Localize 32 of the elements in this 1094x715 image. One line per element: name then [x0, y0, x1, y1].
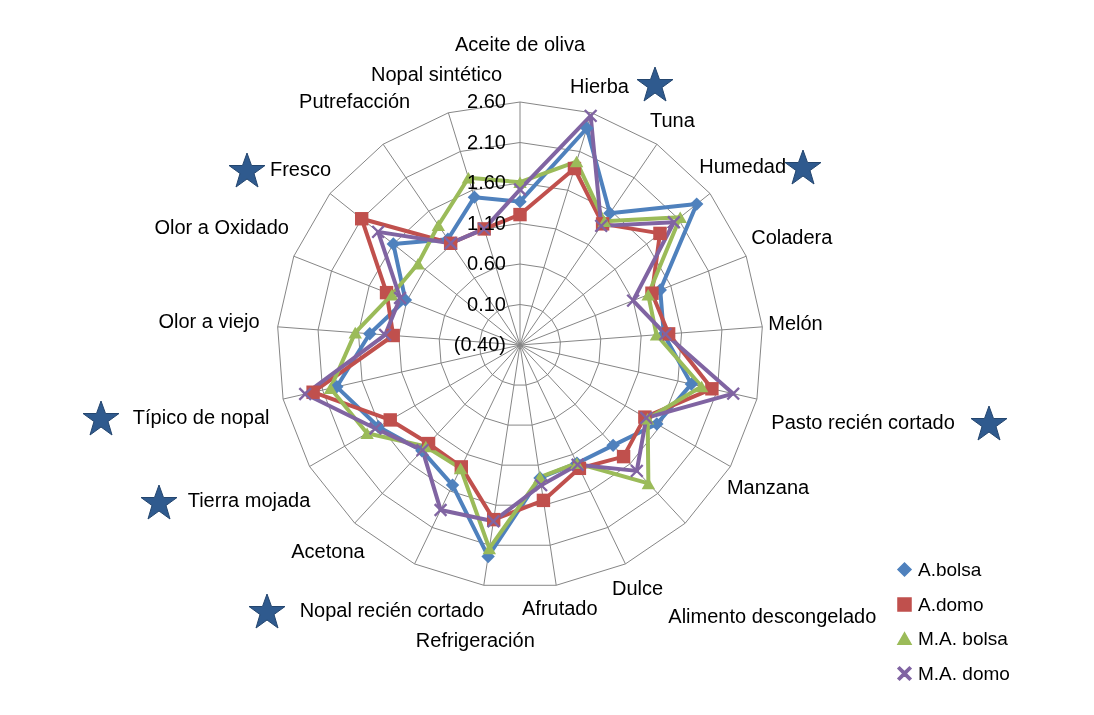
- spoke-label: Melón: [768, 312, 823, 335]
- legend-label: A.domo: [918, 593, 984, 615]
- y-tick-label: 0.60: [467, 252, 506, 274]
- spoke-label: Olor a viejo: [158, 309, 260, 332]
- spoke-label: Refrigeración: [415, 629, 535, 652]
- spoke-label: Putrefacción: [299, 90, 411, 113]
- spoke-label: Dulce: [612, 577, 664, 600]
- spoke-label: Humedad: [699, 155, 786, 178]
- spoke-label: Pasto recién cortado: [771, 411, 955, 434]
- legend-label: M.A. bolsa: [918, 627, 1009, 649]
- y-tick-label: 2.60: [467, 90, 506, 112]
- spoke-label: Olor a Oxidado: [154, 215, 289, 238]
- y-tick-label: (0.40): [453, 333, 506, 355]
- legend-label: A.bolsa: [918, 558, 982, 580]
- spoke-label: Manzana: [726, 476, 811, 499]
- y-tick-label: 1.60: [467, 171, 506, 193]
- spoke-label: Coladera: [751, 226, 834, 249]
- spoke-label: Tierra mojada: [187, 489, 312, 512]
- spoke-label: Nopal sintético: [370, 62, 503, 85]
- spoke-label: Fresco: [269, 157, 332, 180]
- spoke-label: Aceite de oliva: [454, 33, 586, 55]
- spoke-label: Típico de nopal: [132, 405, 270, 428]
- spoke-label: Afrutado: [521, 596, 598, 619]
- spoke-label: Alimento descongelado: [668, 604, 877, 627]
- spoke-label: Tuna: [650, 109, 696, 132]
- spoke-label: Nopal recién cortado: [299, 598, 485, 621]
- spoke-label: Hierba: [569, 75, 630, 98]
- y-tick-label: 2.10: [467, 130, 506, 153]
- y-tick-label: 0.10: [467, 292, 506, 315]
- legend-label: M.A. domo: [918, 662, 1010, 684]
- y-tick-label: 1.10: [467, 211, 506, 234]
- spoke-label: Acetona: [291, 539, 366, 562]
